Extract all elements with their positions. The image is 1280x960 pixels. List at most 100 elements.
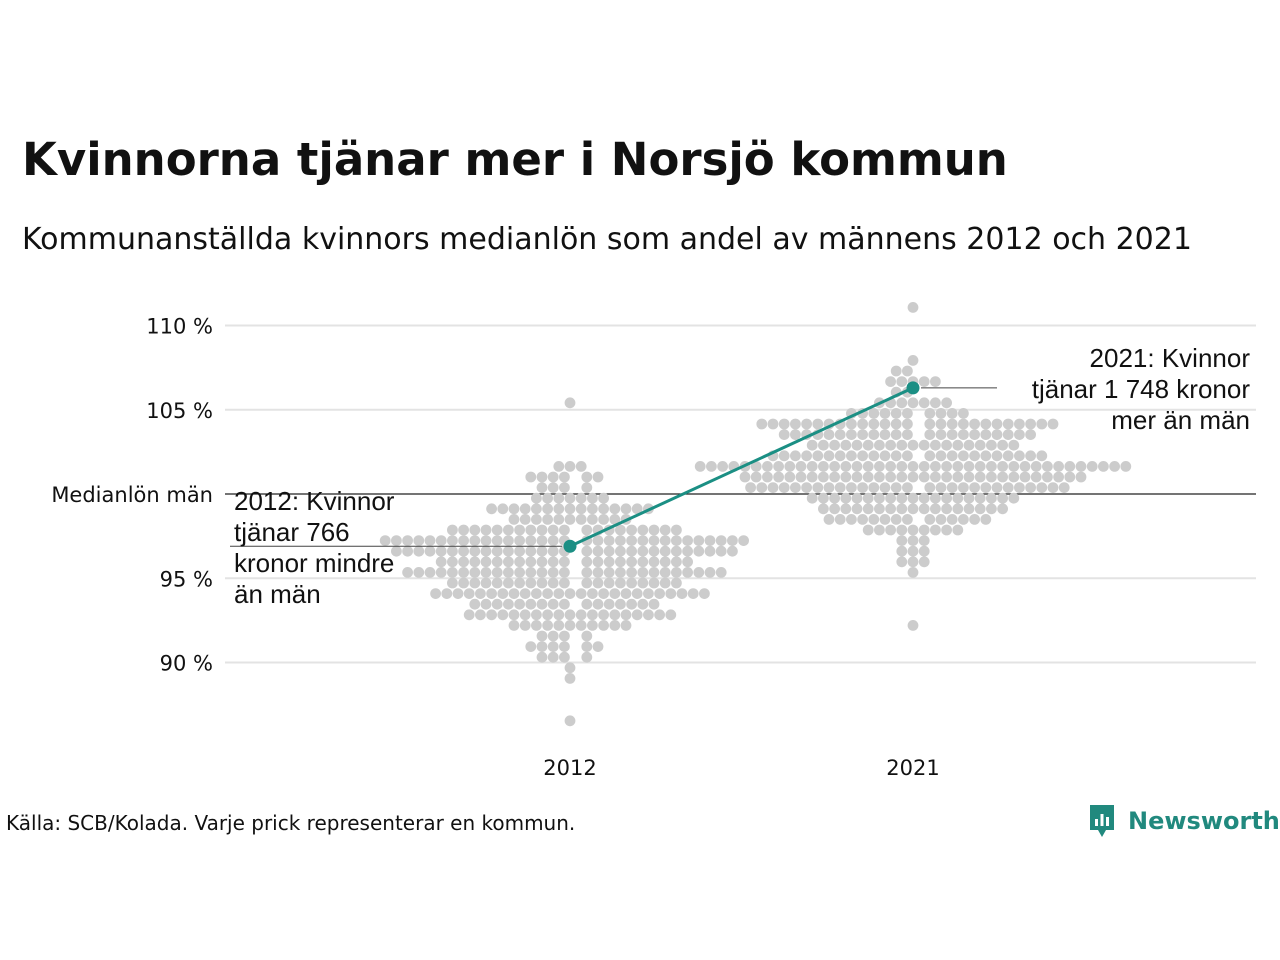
municipality-dot [840, 471, 852, 483]
municipality-dot [1053, 471, 1064, 483]
municipality-dot [1098, 461, 1109, 472]
municipality-dot [559, 577, 570, 589]
municipality-dot [795, 471, 807, 483]
municipality-dot [963, 503, 975, 515]
municipality-dot [508, 514, 520, 525]
municipality-dot [575, 492, 587, 504]
municipality-dot [829, 471, 840, 483]
municipality-dot [626, 577, 637, 589]
municipality-dot [941, 397, 952, 409]
municipality-dot [648, 545, 660, 557]
municipality-dot [930, 376, 941, 387]
municipality-dot [609, 514, 621, 525]
municipality-dot [519, 609, 531, 621]
municipality-dot [581, 641, 593, 652]
municipality-dot [575, 514, 587, 525]
municipality-dot [1042, 471, 1053, 483]
municipality-dot [997, 471, 1008, 483]
annotation-2021-line: mer än män [1111, 405, 1250, 435]
municipality-dot [1025, 429, 1036, 440]
municipality-dot [475, 609, 486, 621]
municipality-dot [857, 482, 868, 493]
municipality-dot [795, 461, 807, 472]
municipality-dot [458, 567, 469, 578]
municipality-dot [531, 588, 542, 599]
municipality-dot [637, 567, 649, 578]
municipality-dot [659, 567, 671, 578]
municipality-dot [508, 588, 520, 599]
municipality-dot [659, 545, 671, 557]
municipality-dot [631, 609, 643, 621]
municipality-dot [969, 514, 980, 525]
municipality-dot [958, 408, 969, 419]
municipality-dot [598, 588, 609, 599]
municipality-dot [637, 598, 649, 610]
municipality-dot [542, 492, 553, 504]
municipality-dot [1109, 461, 1120, 472]
municipality-dot [536, 482, 548, 493]
municipality-dot [587, 492, 598, 504]
municipality-dot [997, 503, 1008, 515]
municipality-dot [682, 567, 693, 578]
municipality-dot [907, 461, 919, 472]
municipality-dot [918, 397, 930, 409]
municipality-dot [879, 408, 891, 419]
municipality-dot [525, 545, 537, 557]
municipality-dot [868, 482, 880, 493]
municipality-dot [890, 365, 902, 377]
municipality-dot [514, 545, 525, 557]
newsworthy-logo-icon [1090, 805, 1114, 837]
municipality-dot [885, 471, 896, 483]
municipality-dot [536, 630, 548, 642]
municipality-dot [902, 408, 913, 419]
municipality-dot [924, 450, 936, 462]
municipality-dot [603, 556, 615, 568]
municipality-dot [525, 556, 537, 568]
municipality-dot [402, 545, 413, 557]
municipality-dot [918, 545, 930, 557]
municipality-dot [469, 556, 481, 568]
municipality-dot [491, 556, 503, 568]
municipality-dot [435, 556, 447, 568]
municipality-dot [907, 302, 919, 313]
municipality-dot [846, 450, 857, 462]
municipality-dot [592, 598, 604, 610]
municipality-dot [952, 461, 964, 472]
municipality-dot [693, 567, 705, 578]
municipality-dot [441, 588, 453, 599]
municipality-dot [1014, 482, 1025, 493]
municipality-dot [930, 503, 941, 515]
municipality-dot [997, 492, 1008, 504]
municipality-dot [738, 535, 749, 546]
municipality-dot [762, 461, 773, 472]
municipality-dot [1002, 482, 1014, 493]
municipality-dot [659, 577, 671, 589]
municipality-dot [626, 545, 637, 557]
municipality-dot [592, 545, 604, 557]
municipality-dot [969, 429, 980, 440]
municipality-dot [879, 429, 891, 440]
municipality-dot [930, 492, 941, 504]
municipality-dot [536, 471, 548, 483]
municipality-dot [1014, 418, 1025, 430]
municipality-dot [542, 620, 553, 631]
municipality-dot [581, 577, 593, 589]
municipality-dot [818, 471, 829, 483]
municipality-dot [924, 514, 936, 525]
municipality-dot [1008, 471, 1020, 483]
municipality-dot [693, 535, 705, 546]
municipality-dot [581, 471, 593, 483]
municipality-dot [704, 567, 716, 578]
municipality-dot [717, 461, 728, 472]
municipality-dot [1019, 461, 1031, 472]
municipality-dot [536, 524, 548, 536]
municipality-dot [1036, 450, 1048, 462]
municipality-dot [519, 588, 531, 599]
municipality-dot [879, 482, 891, 493]
municipality-dot [637, 524, 649, 536]
municipality-dot [615, 598, 626, 610]
municipality-dot [402, 567, 413, 578]
municipality-dot [1058, 482, 1070, 493]
municipality-dot [941, 524, 952, 536]
municipality-dot [598, 492, 609, 504]
